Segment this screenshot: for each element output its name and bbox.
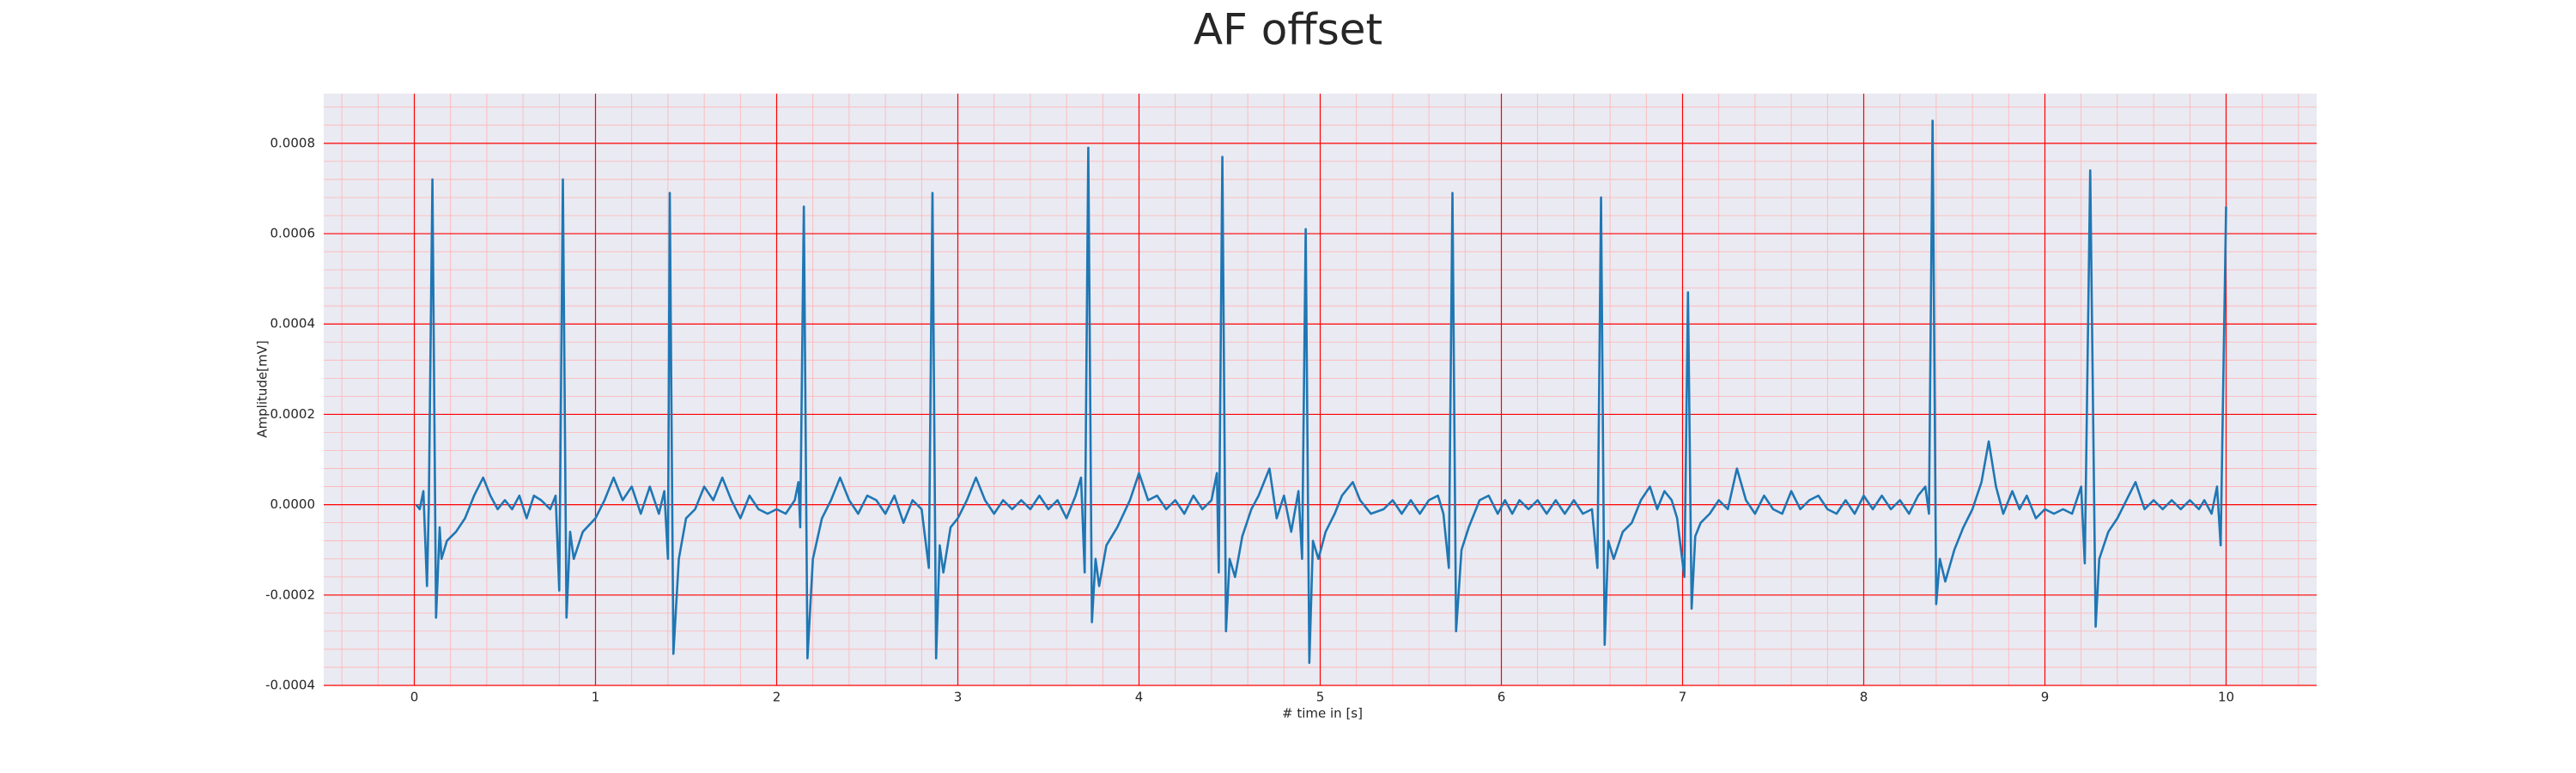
x-tick-label: 1 (592, 690, 600, 705)
y-tick-label: 0.0006 (270, 226, 316, 241)
x-tick-label: 2 (773, 690, 781, 705)
x-tick-label: 9 (2041, 690, 2050, 705)
y-tick-label: 0.0000 (270, 496, 316, 512)
chart-title: AF offset (1194, 5, 1382, 55)
y-tick-label: -0.0002 (265, 587, 315, 602)
x-tick-label: 8 (1860, 690, 1868, 705)
x-tick-label: 6 (1498, 690, 1506, 705)
y-tick-label: 0.0002 (270, 406, 316, 422)
x-tick-label: 4 (1135, 690, 1144, 705)
x-tick-label: 3 (954, 690, 963, 705)
y-tick-label: 0.0008 (270, 135, 316, 150)
x-tick-label: 5 (1316, 690, 1325, 705)
x-tick-label: 10 (2218, 690, 2234, 705)
x-tick-label: 0 (410, 690, 419, 705)
x-axis-label: # time in [s] (1282, 706, 1363, 721)
y-tick-label: -0.0004 (265, 678, 315, 693)
y-tick-label: 0.0004 (270, 316, 316, 332)
y-axis-label: Amplitude[mV] (255, 340, 270, 437)
x-tick-label: 7 (1679, 690, 1687, 705)
signal-line (415, 119, 2227, 664)
